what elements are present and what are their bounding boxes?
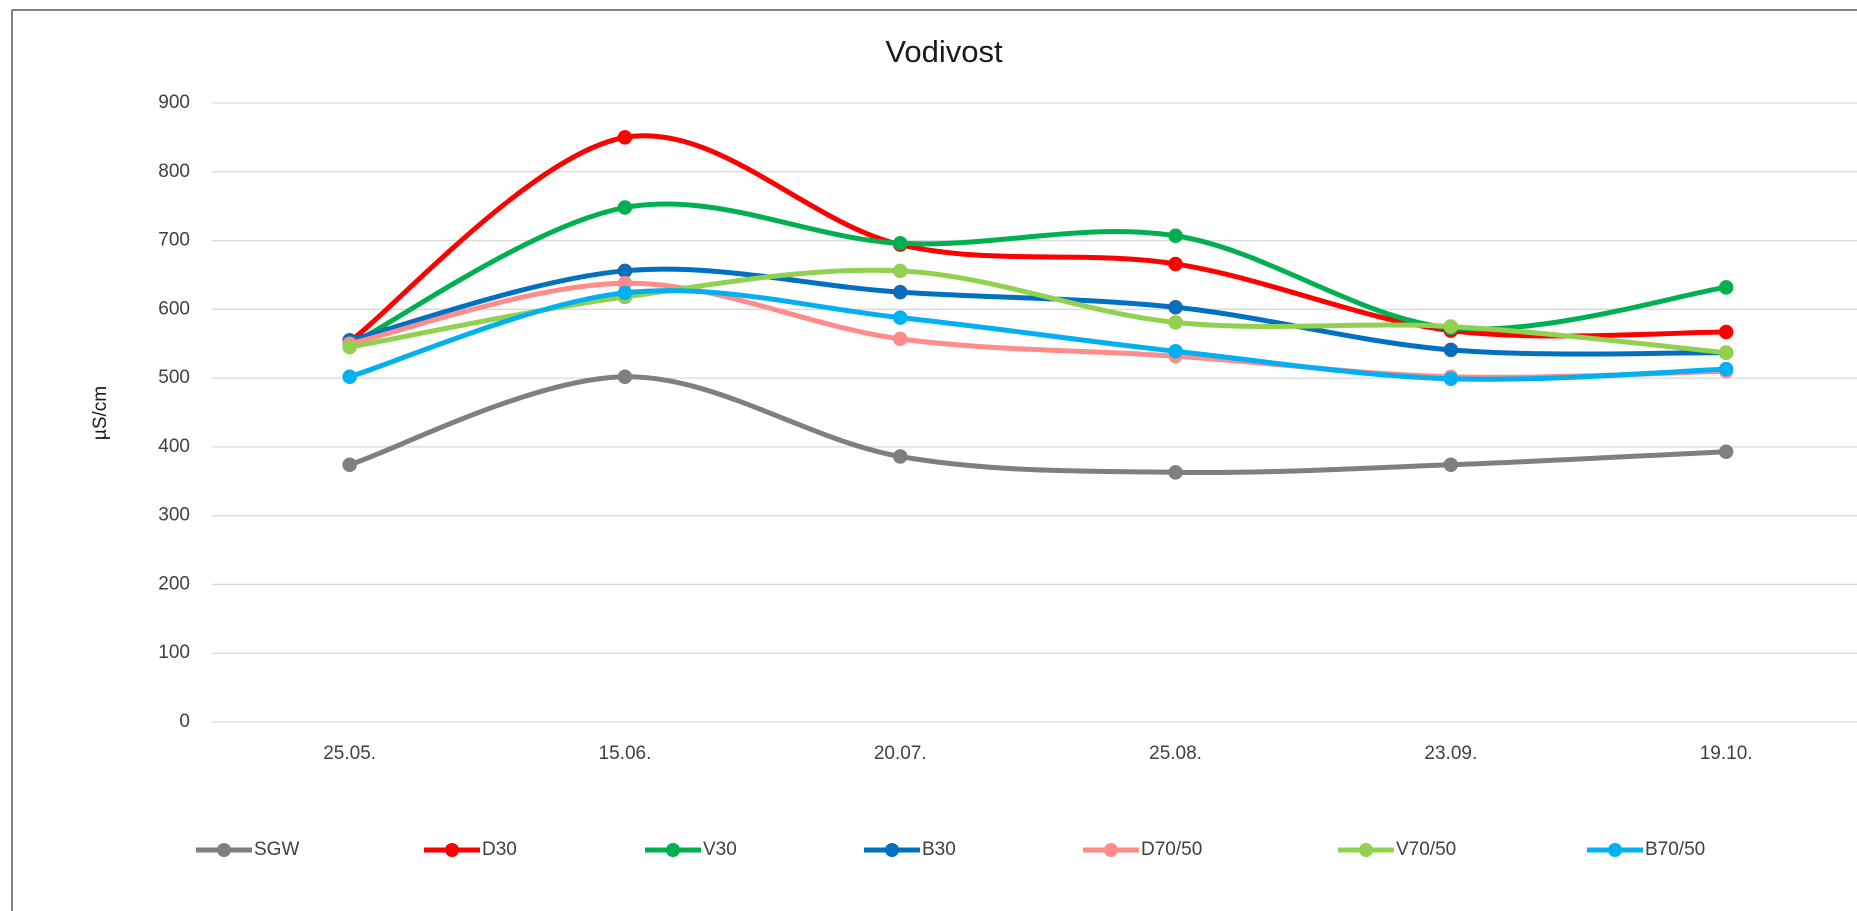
series-line [347,288,1729,382]
legend-marker [1104,843,1118,857]
legend-label: B70/50 [1645,839,1705,860]
series-line [347,266,1729,357]
legend-label: D70/50 [1141,839,1202,860]
x-tick-label: 19.10. [1700,743,1753,764]
series-line [347,374,1729,476]
data-point [1168,228,1183,243]
data-point [342,339,357,355]
legend-label: V70/50 [1396,839,1456,860]
data-point [617,130,633,145]
x-tick-label: 25.08. [1149,743,1202,764]
x-tick-label: 20.07. [874,743,927,764]
series-line [347,267,1729,356]
y-tick-label: 0 [179,711,190,732]
data-point [1718,324,1734,340]
data-point [1168,300,1183,315]
data-point [342,457,357,473]
legend-label: B30 [922,839,956,860]
series-line [347,133,1729,345]
legend-label: SGW [254,839,299,860]
data-point [893,263,908,279]
y-tick-label: 800 [158,161,190,182]
legend-marker [1359,843,1373,857]
data-point [617,200,633,215]
legend-marker [666,843,680,857]
y-tick-label: 400 [158,436,190,457]
data-point [1443,371,1459,387]
data-point [1718,345,1734,360]
data-point [342,369,357,384]
data-point [1168,344,1183,359]
data-point [617,263,633,279]
data-point [1443,319,1459,334]
data-point [1443,457,1459,473]
legend-marker [217,843,231,857]
x-tick-label: 25.05. [323,743,376,764]
data-point [1443,342,1459,358]
y-tick-label: 600 [158,298,190,319]
y-tick-label: 100 [158,642,190,663]
legend-marker [885,843,899,857]
y-tick-label: 500 [158,367,190,388]
y-axis-label: µS/cm [90,386,111,440]
x-tick-label: 23.09. [1424,743,1477,764]
y-tick-label: 700 [158,230,190,251]
x-tick-label: 15.06. [599,743,652,764]
legend-label: V30 [703,839,737,860]
data-point [1718,280,1734,295]
data-point [893,331,908,347]
data-point [893,449,908,464]
data-point [1718,361,1734,377]
data-point [893,284,908,300]
series-line [347,201,1729,348]
legend-marker [1608,843,1622,857]
chart-title: Vodivost [885,34,1003,69]
y-tick-label: 900 [158,92,190,113]
data-point [617,369,633,384]
y-tick-label: 200 [158,573,190,594]
data-point [1168,256,1183,272]
data-point [1168,315,1183,330]
data-point [1718,444,1734,459]
data-point [617,285,633,301]
data-point [893,236,908,251]
legend-label: D30 [482,839,517,860]
data-point [1168,465,1183,480]
y-tick-label: 300 [158,505,190,526]
legend-marker [445,843,459,857]
data-point [893,310,908,325]
